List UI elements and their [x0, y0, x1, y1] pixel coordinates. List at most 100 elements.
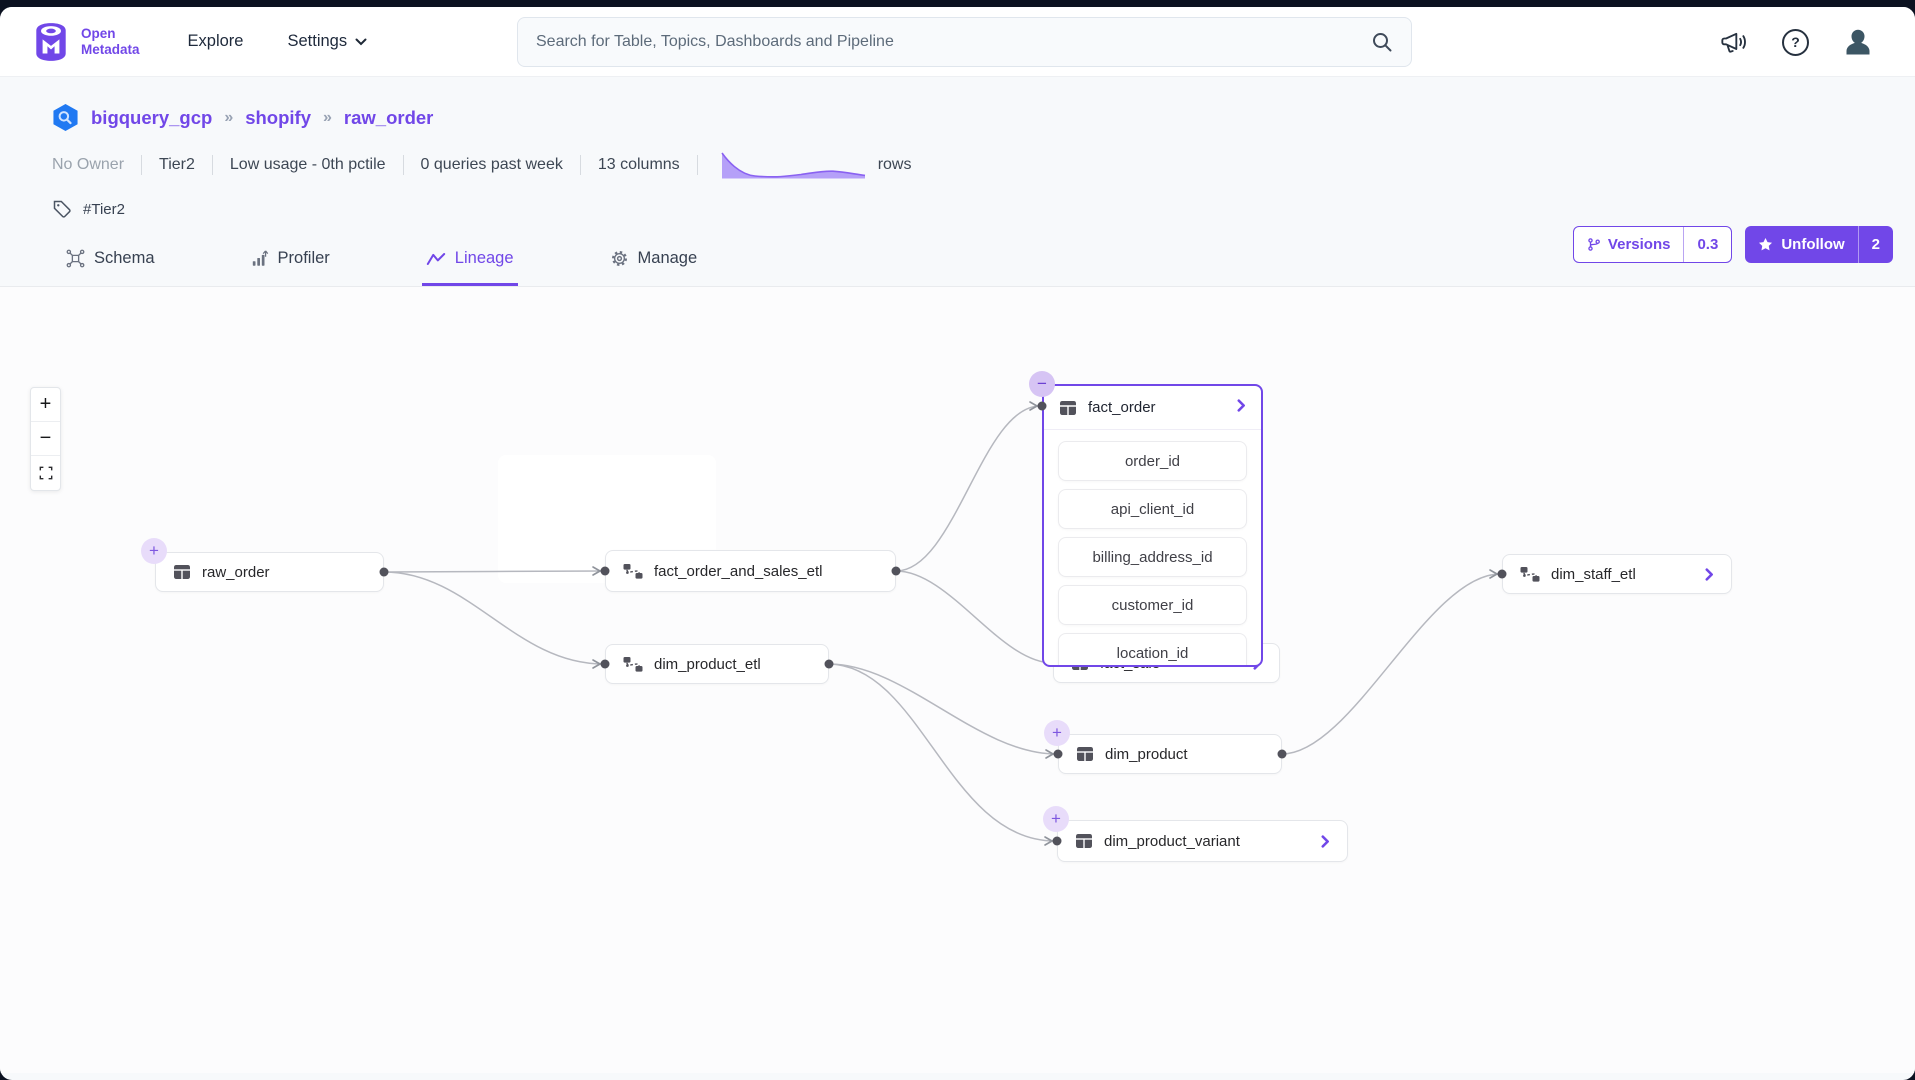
lineage-node-dim-staff-etl[interactable]: dim_staff_etl	[1502, 554, 1732, 594]
row-count-sparkline	[721, 152, 865, 179]
column-pill[interactable]: billing_address_id	[1058, 537, 1247, 577]
lineage-node-dim-product[interactable]: dim_product	[1058, 734, 1282, 774]
lineage-icon	[426, 252, 445, 265]
node-label: raw_order	[202, 563, 270, 581]
table-icon	[1076, 834, 1092, 848]
lineage-canvas[interactable]: + − raw_order fact_or	[0, 287, 1915, 1073]
breadcrumb-schema[interactable]: shopify	[245, 106, 311, 128]
announcements-icon[interactable]	[1720, 28, 1748, 56]
node-label: fact_order_and_sales_etl	[654, 562, 823, 580]
expand-chevron-icon[interactable]	[1705, 567, 1714, 581]
pipeline-icon	[1520, 566, 1540, 582]
entity-tabs: Schema Profiler Lineage Manage	[0, 243, 1915, 287]
node-label: dim_staff_etl	[1551, 565, 1636, 583]
entity-actions: Versions 0.3 Unfollow 2	[1572, 226, 1893, 263]
collapse-badge-fact-order[interactable]: −	[1029, 371, 1055, 397]
table-icon	[1077, 747, 1093, 761]
expand-badge-dim-product[interactable]: +	[1044, 720, 1070, 746]
help-icon[interactable]: ?	[1782, 28, 1809, 56]
versions-label: Versions	[1607, 236, 1671, 253]
user-avatar[interactable]	[1843, 27, 1873, 57]
node-label: dim_product	[1105, 745, 1188, 763]
collapse-chevron-icon[interactable]	[1237, 399, 1246, 416]
table-icon	[174, 565, 190, 579]
bigquery-service-icon	[53, 104, 78, 131]
pipeline-icon	[623, 656, 643, 672]
entity-meta-row: No Owner Tier2 Low usage - 0th pctile 0 …	[52, 150, 1915, 180]
search-input[interactable]	[536, 33, 1371, 51]
version-value: 0.3	[1683, 227, 1731, 262]
divider	[402, 155, 404, 175]
follower-count: 2	[1857, 226, 1893, 263]
table-icon	[1060, 400, 1076, 415]
divider	[579, 155, 581, 175]
column-pill[interactable]: customer_id	[1058, 585, 1247, 625]
star-icon	[1759, 237, 1773, 251]
owner-value: No Owner	[52, 156, 125, 173]
global-search	[517, 17, 1412, 67]
lineage-node-dim-product-variant[interactable]: dim_product_variant	[1057, 820, 1348, 862]
tab-lineage[interactable]: Lineage	[421, 243, 518, 286]
tier-tag[interactable]: #Tier2	[83, 200, 125, 218]
node-label: fact_order	[1088, 399, 1156, 416]
fact-order-header[interactable]: fact_order	[1044, 386, 1261, 430]
fullscreen-icon	[39, 466, 52, 480]
expand-chevron-icon[interactable]	[1321, 834, 1330, 848]
breadcrumb-service[interactable]: bigquery_gcp	[91, 106, 213, 128]
expand-upstream-badge-raw-order[interactable]: +	[141, 538, 167, 564]
divider	[141, 155, 143, 175]
breadcrumb: bigquery_gcp » shopify » raw_order	[52, 103, 1915, 132]
versions-button[interactable]: Versions 0.3	[1572, 226, 1733, 263]
topbar-icon-group: ?	[1720, 7, 1873, 77]
node-label: dim_product_etl	[654, 655, 761, 673]
column-pill[interactable]: location_id	[1058, 633, 1247, 665]
columns-value: 13 columns	[597, 156, 680, 173]
nav-settings[interactable]: Settings	[287, 32, 367, 51]
zoom-in-button[interactable]: +	[31, 388, 60, 422]
queries-value: 0 queries past week	[420, 156, 563, 173]
top-navbar: Open Metadata Explore Settings	[0, 7, 1915, 77]
logo-text: Open Metadata	[81, 25, 140, 57]
lineage-handles	[379, 401, 1507, 846]
fit-view-button[interactable]	[31, 456, 60, 490]
chevron-down-icon	[355, 38, 367, 45]
node-label: dim_product_variant	[1104, 832, 1240, 850]
tag-icon	[53, 200, 71, 218]
tab-schema[interactable]: Schema	[62, 243, 159, 286]
lineage-node-fact-order-expanded[interactable]: fact_order order_id api_client_id billin…	[1042, 384, 1263, 667]
breadcrumb-table[interactable]: raw_order	[343, 106, 434, 128]
schema-icon	[66, 249, 85, 268]
openmetadata-logo-icon	[36, 22, 66, 61]
lineage-node-fact-order-and-sales-etl[interactable]: fact_order_and_sales_etl	[605, 550, 896, 592]
canvas-controls: + −	[30, 387, 61, 491]
divider	[696, 155, 698, 175]
fact-order-columns: order_id api_client_id billing_address_i…	[1044, 430, 1261, 665]
zoom-out-button[interactable]: −	[31, 422, 60, 456]
follow-label: Unfollow	[1781, 236, 1845, 253]
tab-profiler[interactable]: Profiler	[247, 243, 334, 286]
rows-label: rows	[877, 156, 912, 173]
search-icon[interactable]	[1371, 31, 1393, 53]
unfollow-button[interactable]: Unfollow 2	[1745, 226, 1893, 263]
breadcrumb-separator: »	[224, 108, 234, 126]
lineage-node-raw-order[interactable]: raw_order	[155, 552, 384, 592]
manage-gear-icon	[611, 250, 627, 267]
tab-manage[interactable]: Manage	[606, 243, 702, 286]
column-pill[interactable]: order_id	[1058, 441, 1247, 481]
column-pill[interactable]: api_client_id	[1058, 489, 1247, 529]
lineage-node-dim-product-etl[interactable]: dim_product_etl	[605, 644, 829, 684]
openmetadata-logo[interactable]: Open Metadata	[30, 21, 140, 63]
app-window: Open Metadata Explore Settings	[0, 7, 1915, 1080]
nav-explore[interactable]: Explore	[187, 32, 244, 50]
entity-header: bigquery_gcp » shopify » raw_order Versi…	[0, 103, 1915, 263]
expand-badge-dim-product-variant[interactable]: +	[1043, 806, 1069, 832]
pipeline-icon	[623, 563, 643, 579]
tier-value: Tier2	[159, 156, 195, 173]
profiler-icon	[252, 250, 268, 266]
divider	[211, 155, 213, 175]
top-nav-links: Explore Settings	[188, 32, 368, 51]
version-branch-icon	[1588, 238, 1600, 251]
breadcrumb-separator: »	[323, 108, 332, 126]
lineage-edges	[383, 405, 1501, 842]
usage-value: Low usage - 0th pctile	[229, 156, 386, 173]
